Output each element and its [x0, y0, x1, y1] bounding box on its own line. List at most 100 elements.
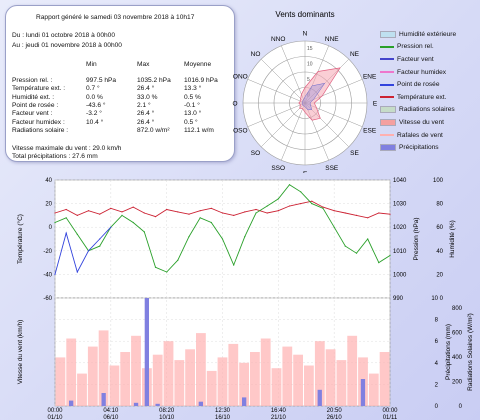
precip-bar [155, 403, 160, 406]
wind-gust-bar [336, 360, 347, 406]
y-tick-radiation: 200 [452, 380, 463, 386]
wind-gust-bar [239, 362, 249, 406]
wind-gust-bar [131, 335, 141, 406]
y-axis-title-radiation: Radiations Solaires (W/m²) [467, 313, 474, 391]
x-tick-date: 06/10 [103, 415, 119, 420]
wind-rose-direction-label: ONO [233, 74, 248, 81]
x-tick-time: 12:30 [215, 408, 231, 414]
wind-gust-bar [109, 365, 120, 406]
series-point [87, 210, 90, 212]
series-point [199, 210, 201, 212]
series-point [76, 214, 78, 216]
series-point [244, 236, 246, 238]
wind-gust-bar [206, 370, 217, 406]
legend-item: Radiations solaires [380, 104, 478, 117]
x-tick-date: 10/10 [159, 415, 175, 420]
series-point [344, 245, 346, 247]
wind-rose-direction-label: SE [350, 150, 359, 157]
y-axis-title-humidity: Humidité (%) [449, 220, 456, 258]
wind-gust-bar [55, 357, 66, 406]
y-tick-precip: 8 [435, 318, 439, 324]
y-axis-title-precip: Précipitations (mm) [445, 324, 452, 380]
series-point [378, 212, 380, 214]
series-point [233, 264, 235, 266]
wind-gust-bar [271, 368, 282, 406]
series-point [255, 212, 257, 214]
y-tick-humidity: 20 [436, 272, 443, 278]
wind-gust-bar [196, 333, 206, 406]
legend-item: Température ext. [380, 91, 478, 104]
series-point [199, 217, 201, 219]
x-tick-date: 01/11 [383, 415, 398, 420]
wind-rose-direction-label: OSO [233, 127, 247, 134]
x-tick-time: 20:50 [327, 408, 343, 414]
y-tick-radiation: 400 [452, 355, 463, 361]
wind-gust-bar [260, 338, 271, 406]
legend-swatch [380, 58, 394, 61]
wind-gust-bar [77, 373, 87, 406]
wind-gust-bar [250, 352, 260, 406]
x-tick-date: 26/10 [327, 415, 343, 420]
series-point [322, 207, 324, 209]
report-panel: Rapport généré le samedi 03 novembre 201… [5, 5, 235, 162]
series-point [389, 213, 391, 215]
wind-gust-bar [347, 335, 358, 406]
series-point [54, 273, 56, 275]
series-point [143, 231, 145, 233]
x-tick-time: 00:00 [47, 408, 63, 414]
stat-label: Radiations solaire : [12, 126, 69, 134]
stat-max: 1035.2 hPa [137, 77, 171, 84]
series-point [188, 213, 190, 215]
legend-label: Point de rosée [397, 81, 440, 89]
y-tick-radiation: 800 [452, 306, 463, 312]
series-point [99, 238, 101, 240]
legend-item: Facteur vent [380, 53, 478, 66]
wind-gust-bar [66, 338, 77, 406]
wind-rose-direction-label: O [232, 101, 237, 108]
series-point [99, 213, 101, 215]
series-point [221, 212, 224, 214]
stat-avg: 13.0 ° [184, 110, 202, 118]
series-point [143, 212, 145, 214]
wind-rose-direction-label: NNE [325, 36, 339, 43]
legend-label: Facteur vent [397, 55, 434, 63]
wind-gust-bar [120, 352, 131, 406]
y-tick-pressure: 990 [393, 296, 404, 302]
wind-rose-direction-label: ENE [363, 74, 377, 81]
wind-gust-bar [314, 341, 325, 406]
series-point [210, 207, 212, 209]
series-point [65, 217, 67, 219]
y-tick-pressure: 1020 [393, 225, 407, 231]
series-point [322, 206, 324, 208]
stat-avg: 0.5 % [184, 93, 201, 101]
x-tick-time: 04:10 [103, 408, 119, 414]
precip-bar [242, 397, 247, 406]
stat-min: 0.0 % [86, 93, 103, 101]
y-tick-precip: 2 [435, 382, 439, 388]
series-point [277, 210, 279, 212]
x-tick-date: 16/10 [215, 415, 231, 420]
wind-rose-shape [298, 67, 341, 121]
legend-item: Pression rel. [380, 41, 478, 54]
series-point [76, 271, 78, 273]
series-point [54, 212, 56, 214]
series-point [221, 238, 224, 240]
y-tick-humidity: 0 [440, 296, 444, 302]
series-point [244, 211, 246, 213]
series-line [54, 226, 112, 275]
series-point [177, 259, 179, 261]
legend-item: Précipitations [380, 141, 478, 154]
wind-rose-spoke [247, 102, 306, 127]
series-point [233, 214, 235, 216]
series-point [300, 203, 302, 205]
wind-rose-ring-label: 10 [307, 62, 313, 68]
series-point [355, 214, 358, 216]
legend-label: Rafales de vent [397, 131, 443, 139]
series-point [333, 226, 335, 228]
series-point [65, 208, 67, 211]
stat-avg: -0.1 ° [184, 101, 200, 109]
x-tick-time: 16:40 [271, 408, 287, 414]
wind-gust-bar [293, 354, 303, 406]
legend-swatch [380, 71, 394, 74]
stat-min: 0.7 ° [86, 85, 100, 93]
